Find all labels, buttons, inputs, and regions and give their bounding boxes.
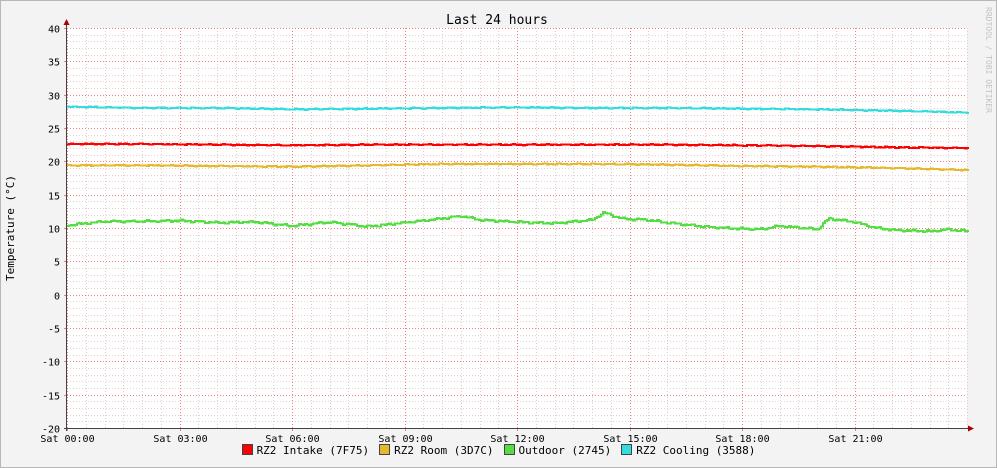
y-tick-label: -5 bbox=[48, 325, 60, 336]
chart-legend: RZ2 Intake (7F75) RZ2 Room (3D7C) Outdoor … bbox=[0, 444, 997, 457]
y-tick-label: 15 bbox=[48, 192, 60, 203]
series-lines bbox=[67, 105, 969, 233]
axes bbox=[63, 19, 974, 432]
chart-title: Last 24 hours bbox=[446, 13, 548, 28]
x-tick-label: Sat 12:00 bbox=[490, 434, 544, 445]
y-tick-label: 0 bbox=[54, 292, 60, 303]
y-axis-arrow bbox=[63, 19, 70, 25]
legend-swatch bbox=[241, 444, 253, 455]
y-tick-label: -10 bbox=[42, 358, 60, 369]
y-tick-label: 25 bbox=[48, 125, 60, 136]
x-axis-arrow bbox=[968, 425, 974, 432]
y-tick-label: 10 bbox=[48, 225, 60, 236]
y-tick-label: 20 bbox=[48, 158, 60, 169]
legend-item-2: RZ2 Room (3D7C) bbox=[379, 444, 494, 457]
y-tick-label: 5 bbox=[54, 258, 60, 269]
legend-item-3: Outdoor (2745) bbox=[503, 444, 612, 457]
legend-swatch bbox=[503, 444, 515, 455]
y-tick-labels: 40 35 30 25 20 15 10 5 0 -5 -10 -15 -20 bbox=[42, 25, 60, 436]
x-tick-labels: Sat 00:00 Sat 03:00 Sat 06:00 Sat 09:00 Sat … bbox=[40, 434, 882, 445]
rrdtool-watermark: RRDTOOL / TOBI OETIKER bbox=[984, 7, 993, 113]
series-line-1 bbox=[67, 142, 969, 150]
x-tick-label: Sat 18:00 bbox=[715, 434, 769, 445]
legend-swatch bbox=[621, 444, 633, 455]
series-line-4 bbox=[67, 105, 969, 114]
y-tick-label: 35 bbox=[48, 58, 60, 69]
y-axis-label: Temperature (°C) bbox=[4, 175, 17, 281]
x-tick-label: Sat 21:00 bbox=[828, 434, 882, 445]
major-grid bbox=[67, 28, 967, 429]
legend-item-1: RZ2 Intake (7F75) bbox=[241, 444, 370, 457]
legend-label: RZ2 Room (3D7C) bbox=[394, 444, 494, 457]
x-tick-label: Sat 09:00 bbox=[378, 434, 432, 445]
y-tick-label: -20 bbox=[42, 425, 60, 436]
x-tick-label: Sat 06:00 bbox=[265, 434, 319, 445]
x-tick-label: Sat 00:00 bbox=[40, 434, 94, 445]
series-line-2 bbox=[67, 162, 969, 172]
legend-label: RZ2 Cooling (3588) bbox=[636, 444, 756, 457]
legend-swatch bbox=[379, 444, 391, 455]
x-tick-label: Sat 15:00 bbox=[603, 434, 657, 445]
x-tick-label: Sat 03:00 bbox=[153, 434, 207, 445]
series-line-3 bbox=[67, 211, 969, 233]
legend-item-4: RZ2 Cooling (3588) bbox=[621, 444, 755, 457]
y-tick-label: -15 bbox=[42, 392, 60, 403]
y-tick-label: 40 bbox=[48, 25, 60, 36]
legend-label: Outdoor (2745) bbox=[518, 444, 612, 457]
y-tick-label: 30 bbox=[48, 92, 60, 103]
legend-label: RZ2 Intake (7F75) bbox=[256, 444, 370, 457]
